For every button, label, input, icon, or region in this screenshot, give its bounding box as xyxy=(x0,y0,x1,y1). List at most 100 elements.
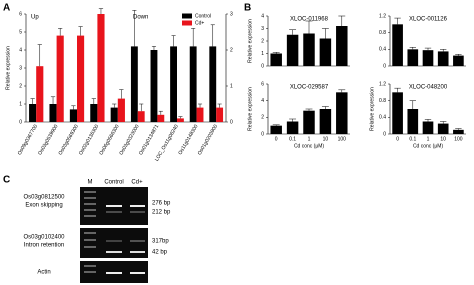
x-tick-label: 100 xyxy=(338,136,347,142)
y-tick-label: 0.4 xyxy=(379,47,386,53)
x-tick-label: 1 xyxy=(308,136,311,142)
error-bar xyxy=(455,54,462,56)
panel-label: A xyxy=(3,3,10,14)
bar xyxy=(110,107,118,122)
error-bar xyxy=(158,110,163,115)
y-tick-label: 0 xyxy=(261,131,264,137)
chart-title: XLOC-029587 xyxy=(290,85,329,91)
panel-label: C xyxy=(3,175,10,186)
bar xyxy=(336,92,348,134)
error-bar xyxy=(191,28,196,47)
y-tick-label: 3 xyxy=(261,26,264,32)
y-tick-label: 0 xyxy=(383,131,386,137)
bar xyxy=(137,111,145,122)
y-axis-label: Relative expression xyxy=(247,19,253,63)
bar xyxy=(216,107,224,122)
x-tick-label: Os03g0569300 xyxy=(58,123,80,156)
y-tick-label: 4 xyxy=(261,13,264,19)
error-bar xyxy=(272,52,280,54)
bar xyxy=(150,50,158,122)
band-size: 317bp xyxy=(152,239,169,245)
x-tick-label: 0.1 xyxy=(409,136,416,142)
error-bar xyxy=(119,89,124,99)
y-axis-label: Relative expression xyxy=(247,87,253,131)
error-bar xyxy=(151,46,157,50)
error-bar xyxy=(210,24,215,47)
error-bar xyxy=(305,108,313,111)
legend-label: Control xyxy=(195,13,211,19)
bar xyxy=(49,104,57,122)
error-bar xyxy=(321,28,329,39)
error-bar xyxy=(409,47,416,50)
error-bar xyxy=(289,118,297,122)
y-tick-label: 1 xyxy=(261,51,264,57)
y-tick-label: 0.4 xyxy=(379,115,386,121)
y-tick-label: 4 xyxy=(19,47,22,53)
x-tick-label: Os01g0134871 xyxy=(138,123,160,156)
x-tick-label: 100 xyxy=(454,136,463,142)
bar xyxy=(319,38,332,66)
error-bar xyxy=(71,105,76,110)
y-axis-label: Relative expression xyxy=(369,87,375,131)
error-bar xyxy=(132,10,137,47)
error-bar xyxy=(78,26,83,36)
chart-title: Up xyxy=(31,15,39,21)
bar xyxy=(97,14,105,122)
bar xyxy=(303,110,315,134)
event-label: Intron retention xyxy=(24,243,64,249)
bar xyxy=(336,26,348,66)
bar xyxy=(189,46,197,122)
y-tick-label: 0.8 xyxy=(379,98,386,104)
y-tick-label: 1.2 xyxy=(379,13,386,19)
error-bar xyxy=(394,17,401,25)
error-bar xyxy=(305,20,313,34)
bar xyxy=(453,129,464,134)
lane-label: M xyxy=(88,180,93,186)
chart-title: Down xyxy=(133,15,148,21)
error-bar xyxy=(178,116,183,119)
y-tick-label: 3 xyxy=(19,65,22,71)
bar xyxy=(209,46,217,122)
panel-label: B xyxy=(244,3,251,14)
y-tick-label: 0.8 xyxy=(379,30,386,36)
gel-bands xyxy=(84,191,145,274)
gene-label: Actin xyxy=(37,270,50,276)
error-bar xyxy=(455,128,462,130)
error-bar xyxy=(91,98,96,104)
bar xyxy=(90,104,98,122)
bar xyxy=(422,121,434,134)
chart-title: XLOC-001126 xyxy=(409,17,448,23)
y-tick-label: 2 xyxy=(19,83,22,89)
bar xyxy=(270,53,282,66)
y-tick-label: 6 xyxy=(261,81,264,87)
x-tick-label: Os09g0367700 xyxy=(17,123,39,156)
error-bar xyxy=(338,89,346,93)
y-tick-label: 4 xyxy=(261,98,264,104)
error-bar xyxy=(37,44,42,67)
error-bar xyxy=(394,87,401,93)
x-tick-label: Os03g0539900 xyxy=(37,123,59,156)
error-bar xyxy=(321,106,329,109)
bar xyxy=(29,104,37,122)
y-tick-label: 6 xyxy=(19,11,22,17)
legend-swatch xyxy=(182,13,192,19)
band-size: 42 bp xyxy=(152,250,168,256)
chart-title: XLOC-048200 xyxy=(409,85,448,91)
bar xyxy=(407,49,419,66)
x-axis-label: Cd conc (μM) xyxy=(294,143,324,149)
x-tick-label: 0 xyxy=(275,136,278,142)
error-bar xyxy=(58,28,63,36)
y-tick-label: 0 xyxy=(261,63,264,69)
y-tick-label: 2 xyxy=(261,38,264,44)
error-bar xyxy=(409,100,416,109)
error-bar xyxy=(98,8,104,14)
y-tick-label: 1.2 xyxy=(379,81,386,87)
chart-title: XLOC-011968 xyxy=(290,17,329,23)
bar xyxy=(437,123,449,134)
lane-label: Control xyxy=(104,180,123,186)
x-tick-label: 0.1 xyxy=(289,136,296,142)
x-tick-label: Os02g0136300 xyxy=(78,123,100,156)
x-tick-label: 10 xyxy=(440,136,446,142)
y-tick-label: 1 xyxy=(19,101,22,107)
